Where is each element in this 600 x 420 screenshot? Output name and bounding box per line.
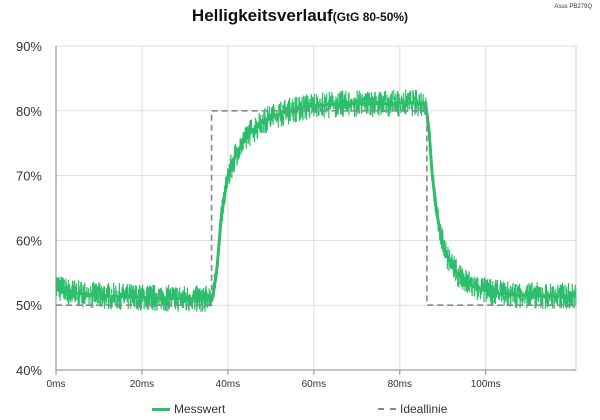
legend-swatch-messwert bbox=[152, 407, 170, 411]
x-tick-label: 60ms bbox=[302, 379, 326, 390]
series-messwert-noise bbox=[55, 89, 577, 312]
y-tick-label: 60% bbox=[16, 233, 42, 248]
series-layer bbox=[55, 89, 577, 312]
legend-item-messwert: Messwert bbox=[152, 402, 225, 416]
x-tick-label: 40ms bbox=[216, 379, 240, 390]
legend-item-ideallinie: Ideallinie bbox=[378, 402, 447, 416]
brand-label: Asus PB279Q bbox=[554, 4, 592, 10]
y-tick-label: 70% bbox=[16, 169, 42, 184]
chart-title-sub: (GtG 80-50%) bbox=[332, 10, 409, 24]
series-ideallinie-line bbox=[56, 110, 576, 306]
x-tick-label: 20ms bbox=[130, 379, 154, 390]
chart-title-main: Helligkeitsverlauf bbox=[191, 6, 333, 25]
axes: 40% 50% 60% 70% 80% 90% 0ms 20ms 40ms 60ms 80ms 100… bbox=[16, 39, 576, 390]
y-tick-label: 80% bbox=[16, 104, 42, 119]
x-tick-label: 0ms bbox=[47, 379, 66, 390]
y-tick-label: 50% bbox=[16, 298, 42, 313]
plot-area: 40% 50% 60% 70% 80% 90% 0ms 20ms 40ms 60ms 80ms 100… bbox=[16, 39, 577, 390]
chart-title: Helligkeitsverlauf(GtG 80-50%) bbox=[0, 6, 600, 26]
legend-swatch-ideallinie bbox=[378, 408, 396, 410]
y-tick-label: 90% bbox=[16, 39, 42, 54]
y-tick-label: 40% bbox=[16, 363, 42, 378]
legend-label-ideallinie: Ideallinie bbox=[400, 402, 448, 416]
legend-label-messwert: Messwert bbox=[174, 402, 226, 416]
x-tick-label: 80ms bbox=[388, 379, 412, 390]
x-tick-label: 100ms bbox=[471, 379, 501, 390]
legend: Messwert Ideallinie bbox=[0, 400, 600, 420]
series-messwert-line bbox=[55, 101, 576, 301]
